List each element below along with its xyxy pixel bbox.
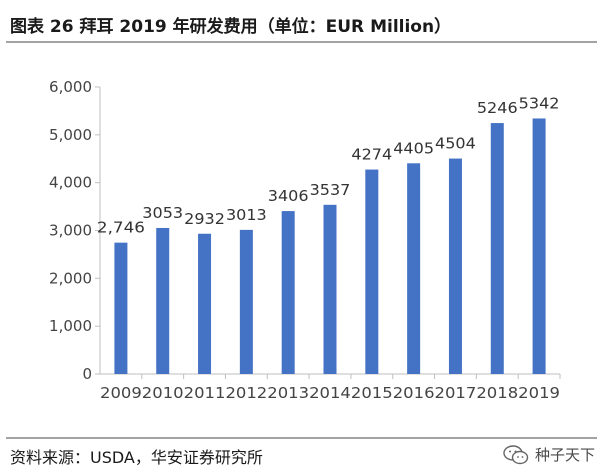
y-tick-label: 3,000 bbox=[49, 222, 92, 240]
data-label-2013: 3406 bbox=[268, 187, 309, 205]
y-axis: 0 1,000 2,000 3,000 4,000 5,000 6,000 bbox=[49, 78, 101, 383]
bar-2011 bbox=[198, 233, 212, 374]
x-tick-label: 2011 bbox=[184, 384, 226, 402]
x-tick-label: 2017 bbox=[435, 384, 477, 402]
data-label-2018: 5246 bbox=[477, 99, 518, 117]
y-tick-label: 4,000 bbox=[49, 174, 92, 192]
bars bbox=[114, 118, 546, 374]
bar-2017 bbox=[448, 158, 462, 374]
data-label-2019: 5342 bbox=[519, 94, 560, 112]
x-tick-label: 2009 bbox=[100, 384, 142, 402]
x-tick-label: 2018 bbox=[476, 384, 518, 402]
data-label-2017: 4504 bbox=[435, 135, 476, 153]
x-tick-label: 2016 bbox=[393, 384, 435, 402]
x-axis: 2009 2010 2011 2012 2013 2014 2015 2016 2017 2018… bbox=[100, 373, 561, 402]
data-label-2016: 4405 bbox=[393, 139, 434, 157]
bar-2015 bbox=[365, 169, 379, 374]
y-tick-label: 0 bbox=[82, 365, 92, 383]
x-tick-label: 2015 bbox=[351, 384, 393, 402]
bar-2010 bbox=[156, 227, 170, 374]
watermark: 种子天下 bbox=[503, 444, 595, 465]
x-tick-label: 2014 bbox=[309, 384, 351, 402]
bar-2016 bbox=[407, 163, 421, 374]
bar-2019 bbox=[532, 118, 546, 374]
x-tick-label: 2013 bbox=[267, 384, 309, 402]
bar-2014 bbox=[323, 204, 337, 374]
y-tick-label: 6,000 bbox=[49, 78, 92, 96]
bar-2013 bbox=[281, 211, 295, 374]
bottom-divider bbox=[6, 437, 597, 439]
x-tick-label: 2019 bbox=[518, 384, 560, 402]
source-note: 资料来源：USDA，华安证券研究所 bbox=[10, 448, 263, 467]
top-divider bbox=[6, 41, 597, 43]
data-label-2009: 2,746 bbox=[97, 219, 145, 237]
data-label-2014: 3537 bbox=[310, 181, 351, 199]
watermark-text: 种子天下 bbox=[534, 446, 595, 464]
x-tick-label: 2012 bbox=[225, 384, 267, 402]
bar-2012 bbox=[239, 229, 253, 374]
y-tick-label: 1,000 bbox=[49, 317, 92, 335]
wechat-icon bbox=[503, 444, 529, 464]
bar-2018 bbox=[490, 123, 504, 374]
data-label-2011: 2932 bbox=[184, 210, 225, 228]
data-label-2012: 3013 bbox=[226, 206, 267, 224]
y-tick-label: 5,000 bbox=[49, 126, 92, 144]
bar-2009 bbox=[114, 242, 128, 374]
chart-title: 图表 26 拜耳 2019 年研发费用（单位：EUR Million） bbox=[10, 17, 452, 37]
y-tick-label: 2,000 bbox=[49, 269, 92, 287]
x-tick-label: 2010 bbox=[142, 384, 184, 402]
data-label-2015: 4274 bbox=[351, 146, 392, 164]
data-label-2010: 3053 bbox=[142, 204, 183, 222]
